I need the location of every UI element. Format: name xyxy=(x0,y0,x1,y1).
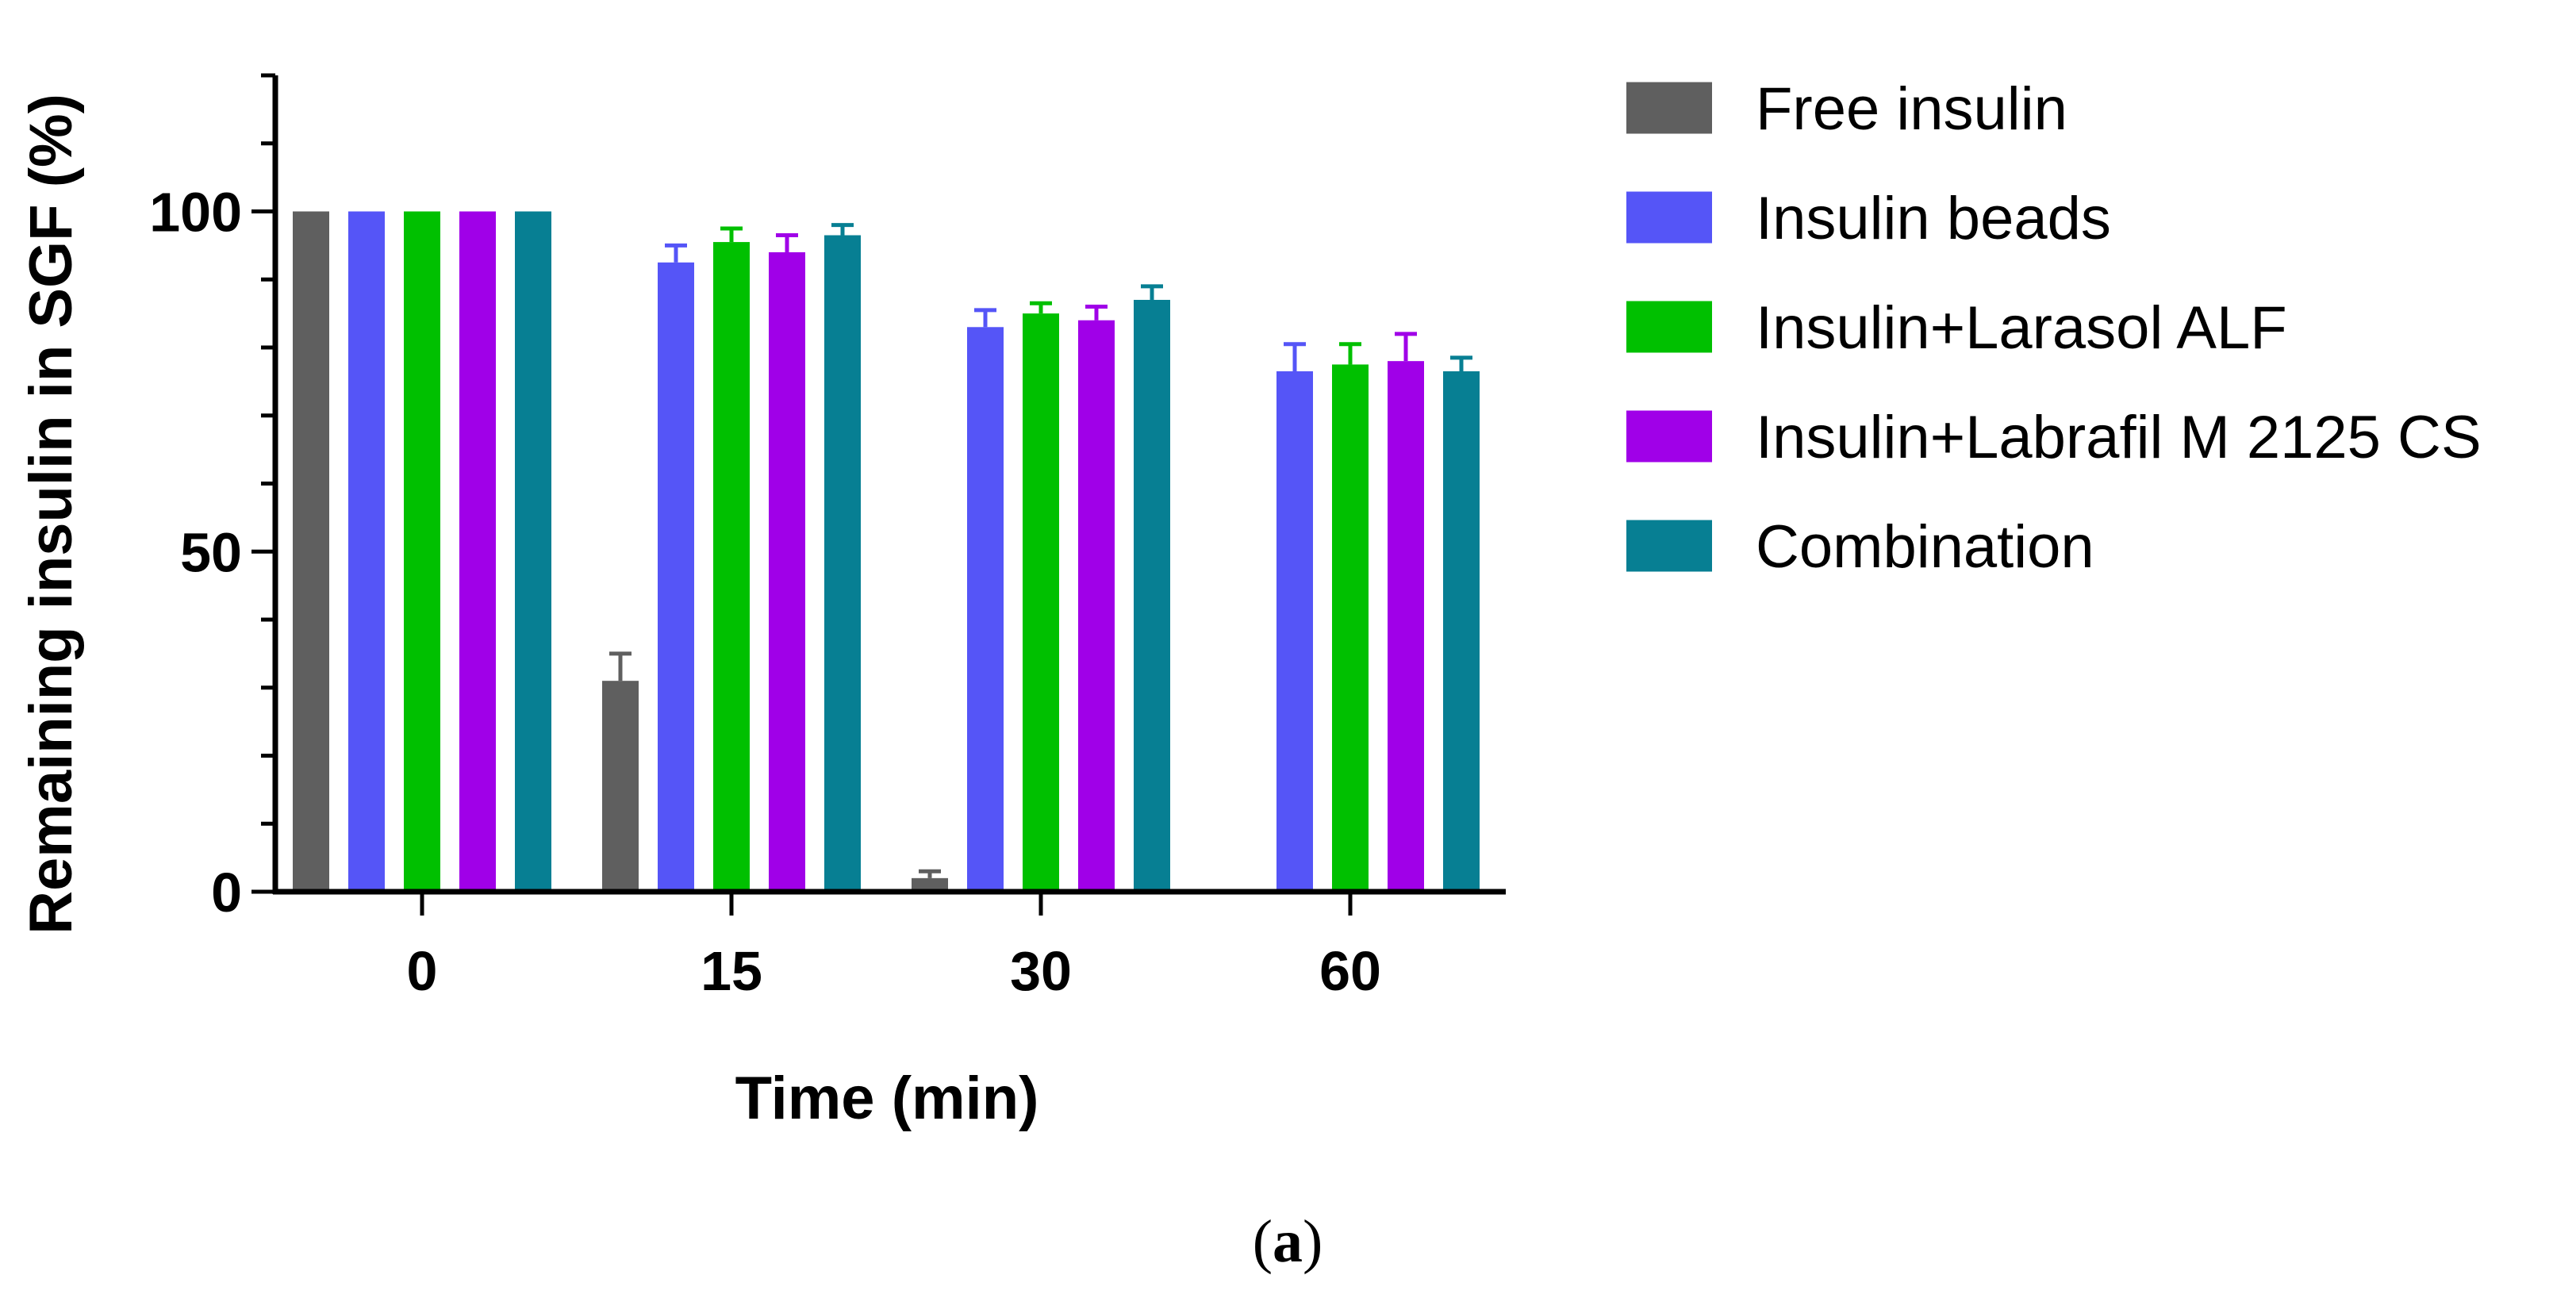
legend-swatch xyxy=(1626,410,1712,463)
bar-0-0 xyxy=(293,211,329,892)
x-axis-title: Time (min) xyxy=(735,1065,1039,1132)
bar-1-1 xyxy=(658,262,694,892)
bar-3-3 xyxy=(1388,361,1424,892)
bar-3-2 xyxy=(1332,364,1369,892)
ticks-layer: 0 50 100 0 15 30 60 xyxy=(149,73,1381,1002)
x-tick-label-0: 0 xyxy=(407,940,438,1002)
bar-1-3 xyxy=(769,251,805,892)
bar-0-4 xyxy=(515,211,551,892)
legend-swatch xyxy=(1626,82,1712,134)
legend-label: Insulin+Labrafil M 2125 CS xyxy=(1756,404,2482,471)
bar-3-1 xyxy=(1276,371,1313,892)
legend-item: Insulin beads xyxy=(1626,185,2111,252)
legend-item: Insulin+Larasol ALF xyxy=(1626,294,2287,362)
y-tick-label-100: 100 xyxy=(149,182,242,244)
x-tick-label-15: 15 xyxy=(701,940,762,1002)
legend-label: Insulin+Larasol ALF xyxy=(1756,294,2287,362)
y-axis-title: Remaining insulin in SGF (%) xyxy=(17,94,85,935)
x-tick-label-30: 30 xyxy=(1010,940,1072,1002)
bar-2-0 xyxy=(912,877,948,892)
bar-2-4 xyxy=(1134,299,1170,893)
legend-swatch xyxy=(1626,301,1712,353)
y-tick-label-0: 0 xyxy=(211,862,242,923)
legend-item: Insulin+Labrafil M 2125 CS xyxy=(1626,404,2482,471)
bar-3-4 xyxy=(1443,371,1480,892)
legend-label: Combination xyxy=(1756,513,2094,581)
bar-2-2 xyxy=(1023,313,1059,892)
bar-0-2 xyxy=(404,211,440,892)
legend: Free insulin Insulin beads Insulin+Larasol… xyxy=(1626,75,2482,581)
legend-label: Insulin beads xyxy=(1756,185,2111,252)
x-tick-label-60: 60 xyxy=(1319,940,1381,1002)
legend-item: Free insulin xyxy=(1626,75,2067,143)
y-tick-label-50: 50 xyxy=(180,521,242,583)
bars-layer xyxy=(293,211,1480,893)
panel-label: (a) xyxy=(1253,1208,1323,1275)
bar-2-1 xyxy=(967,327,1004,892)
legend-label: Free insulin xyxy=(1756,75,2067,143)
bar-0-1 xyxy=(348,211,385,892)
bar-1-4 xyxy=(824,235,861,892)
bar-2-3 xyxy=(1078,320,1115,892)
bar-0-3 xyxy=(459,211,496,892)
legend-swatch xyxy=(1626,191,1712,244)
bar-1-2 xyxy=(713,242,750,892)
axes-layer xyxy=(272,75,1506,895)
bar-1-0 xyxy=(602,681,639,892)
legend-swatch xyxy=(1626,520,1712,572)
legend-item: Combination xyxy=(1626,513,2094,581)
